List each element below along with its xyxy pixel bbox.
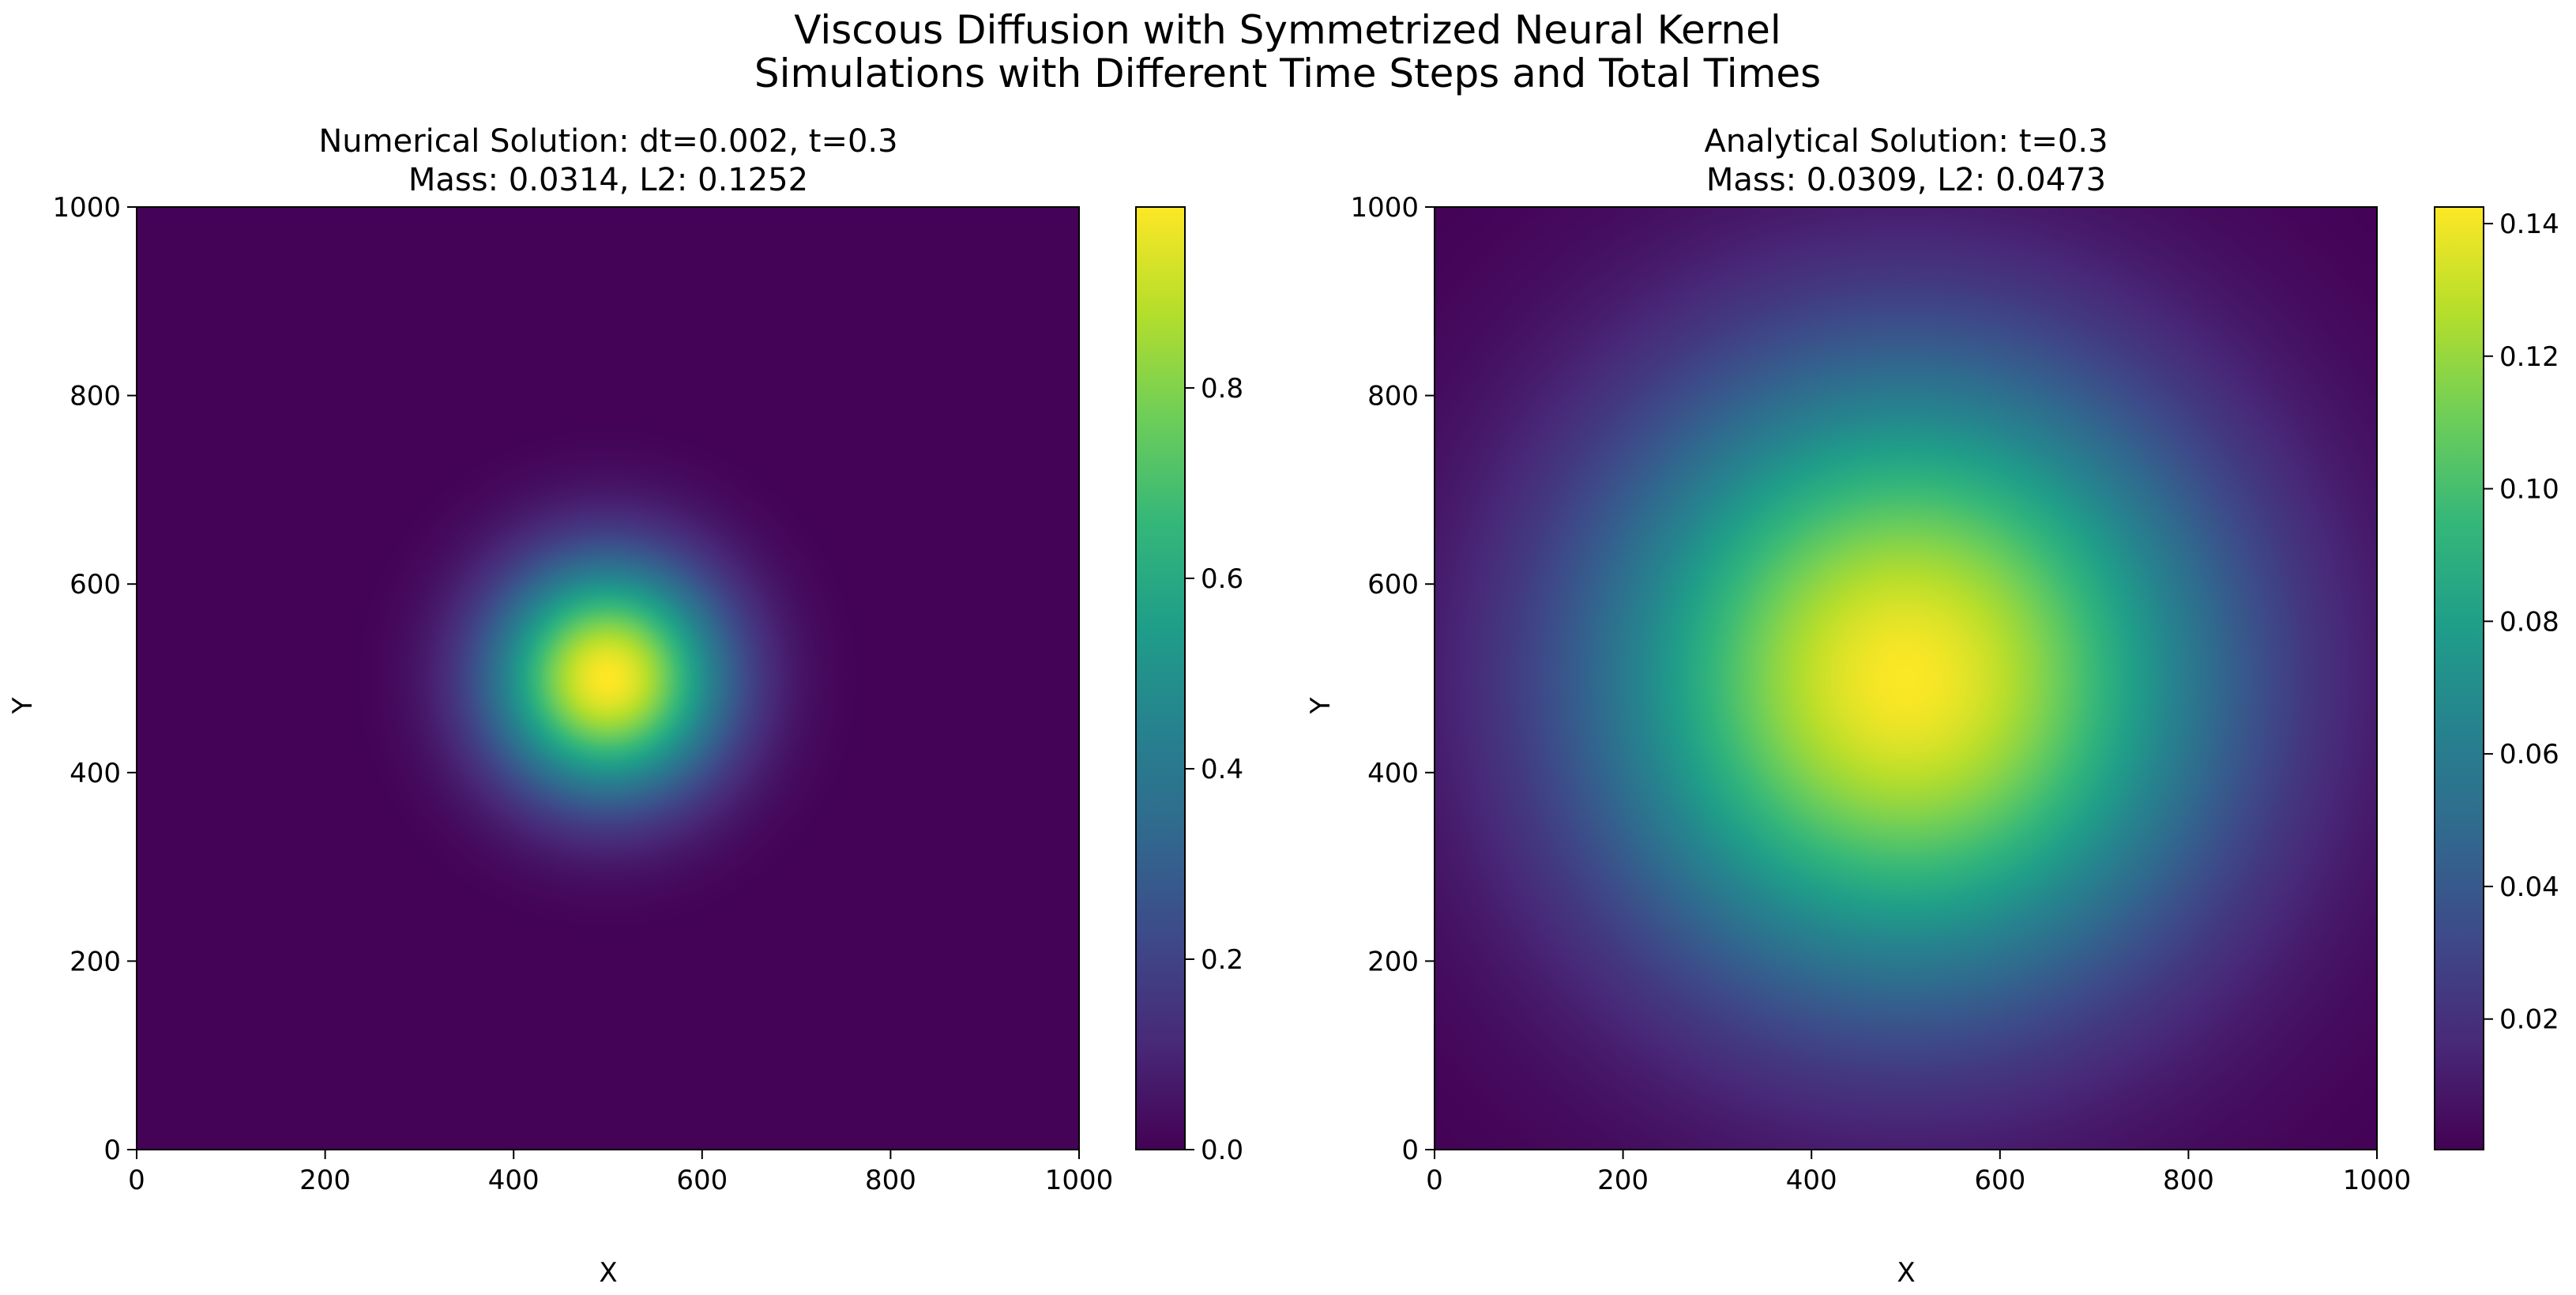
x-tick-label: 200 — [1597, 1165, 1649, 1196]
numerical-y-label: Y — [7, 697, 39, 714]
x-tick-label: 1000 — [1045, 1165, 1114, 1196]
colorbar-tick-label: 0.6 — [1201, 563, 1243, 595]
plot-frame — [136, 206, 1080, 1150]
y-tick-label: 400 — [1367, 758, 1419, 789]
numerical-x-ticks: 0 200 400 600 800 1000 — [128, 1150, 1113, 1196]
x-tick-label: 600 — [1974, 1165, 2025, 1196]
analytical-panel: Analytical Solution: t=0.3 Mass: 0.0309,… — [1305, 123, 2559, 1289]
y-tick-label: 600 — [1367, 569, 1419, 600]
analytical-x-ticks: 0 200 400 600 800 1000 — [1426, 1150, 2411, 1196]
numerical-x-label: X — [599, 1257, 617, 1289]
colorbar-frame — [2434, 206, 2484, 1150]
colorbar-tick-label: 0.12 — [2499, 341, 2559, 373]
x-tick-label: 400 — [1786, 1165, 1837, 1196]
y-tick-label: 800 — [1367, 381, 1419, 412]
x-tick-label: 400 — [488, 1165, 540, 1196]
colorbar-tick-label: 0.08 — [2499, 606, 2559, 638]
y-tick-label: 1000 — [1350, 192, 1419, 224]
numerical-title-line1: Numerical Solution: dt=0.002, t=0.3 — [318, 123, 897, 160]
y-tick-label: 0 — [103, 1135, 121, 1166]
y-tick-label: 1000 — [52, 192, 121, 224]
colorbar-gradient — [1136, 207, 1185, 1150]
numerical-heatmap — [136, 206, 1080, 1150]
y-tick-label: 400 — [70, 758, 121, 789]
colorbar-tick-label: 0.8 — [1201, 373, 1243, 405]
analytical-y-label: Y — [1305, 697, 1337, 714]
analytical-title-line1: Analytical Solution: t=0.3 — [1704, 123, 2108, 160]
y-tick-label: 200 — [70, 946, 121, 977]
y-tick-label: 600 — [70, 569, 121, 600]
analytical-x-label: X — [1897, 1257, 1915, 1289]
analytical-y-ticks: 0 200 400 600 800 1000 — [1350, 192, 1435, 1166]
numerical-colorbar — [1135, 206, 1186, 1150]
analytical-title-line2: Mass: 0.0309, L2: 0.0473 — [1706, 162, 2106, 198]
x-tick-label: 0 — [1426, 1165, 1443, 1196]
x-tick-label: 0 — [128, 1165, 145, 1196]
colorbar-tick-label: 0.4 — [1201, 754, 1243, 785]
y-tick-label: 200 — [1367, 946, 1419, 977]
analytical-heatmap — [1434, 206, 2378, 1150]
colorbar-tick-label: 0.2 — [1201, 944, 1243, 976]
x-tick-label: 800 — [865, 1165, 916, 1196]
y-tick-label: 800 — [70, 381, 121, 412]
figure-title-line2: Simulations with Different Time Steps an… — [754, 51, 1821, 96]
colorbar-tick-label: 0.04 — [2499, 871, 2559, 903]
colorbar-tick-label: 0.14 — [2499, 209, 2559, 240]
numerical-colorbar-ticks: 0.0 0.2 0.4 0.6 0.8 — [1185, 373, 1243, 1166]
x-tick-label: 1000 — [2343, 1165, 2412, 1196]
analytical-colorbar-ticks: 0.02 0.04 0.06 0.08 0.10 0.12 0.14 — [2484, 209, 2559, 1036]
heatmap-field — [137, 207, 1079, 1150]
colorbar-frame — [1135, 206, 1186, 1150]
y-tick-label: 0 — [1401, 1135, 1419, 1166]
heatmap-field — [1435, 207, 2377, 1150]
numerical-y-ticks: 0 200 400 600 800 1000 — [52, 192, 137, 1166]
x-tick-label: 600 — [676, 1165, 728, 1196]
figure-title-line1: Viscous Diffusion with Symmetrized Neura… — [794, 7, 1781, 53]
colorbar-tick-label: 0.10 — [2499, 474, 2559, 506]
plot-frame — [1434, 206, 2378, 1150]
x-tick-label: 800 — [2163, 1165, 2214, 1196]
x-tick-label: 200 — [299, 1165, 351, 1196]
colorbar-tick-label: 0.0 — [1201, 1135, 1243, 1166]
analytical-colorbar — [2434, 206, 2484, 1150]
colorbar-tick-label: 0.02 — [2499, 1004, 2559, 1036]
colorbar-gradient — [2435, 207, 2484, 1150]
numerical-panel: Numerical Solution: dt=0.002, t=0.3 Mass… — [7, 123, 1243, 1289]
colorbar-tick-label: 0.06 — [2499, 739, 2559, 770]
numerical-title-line2: Mass: 0.0314, L2: 0.1252 — [408, 162, 808, 198]
